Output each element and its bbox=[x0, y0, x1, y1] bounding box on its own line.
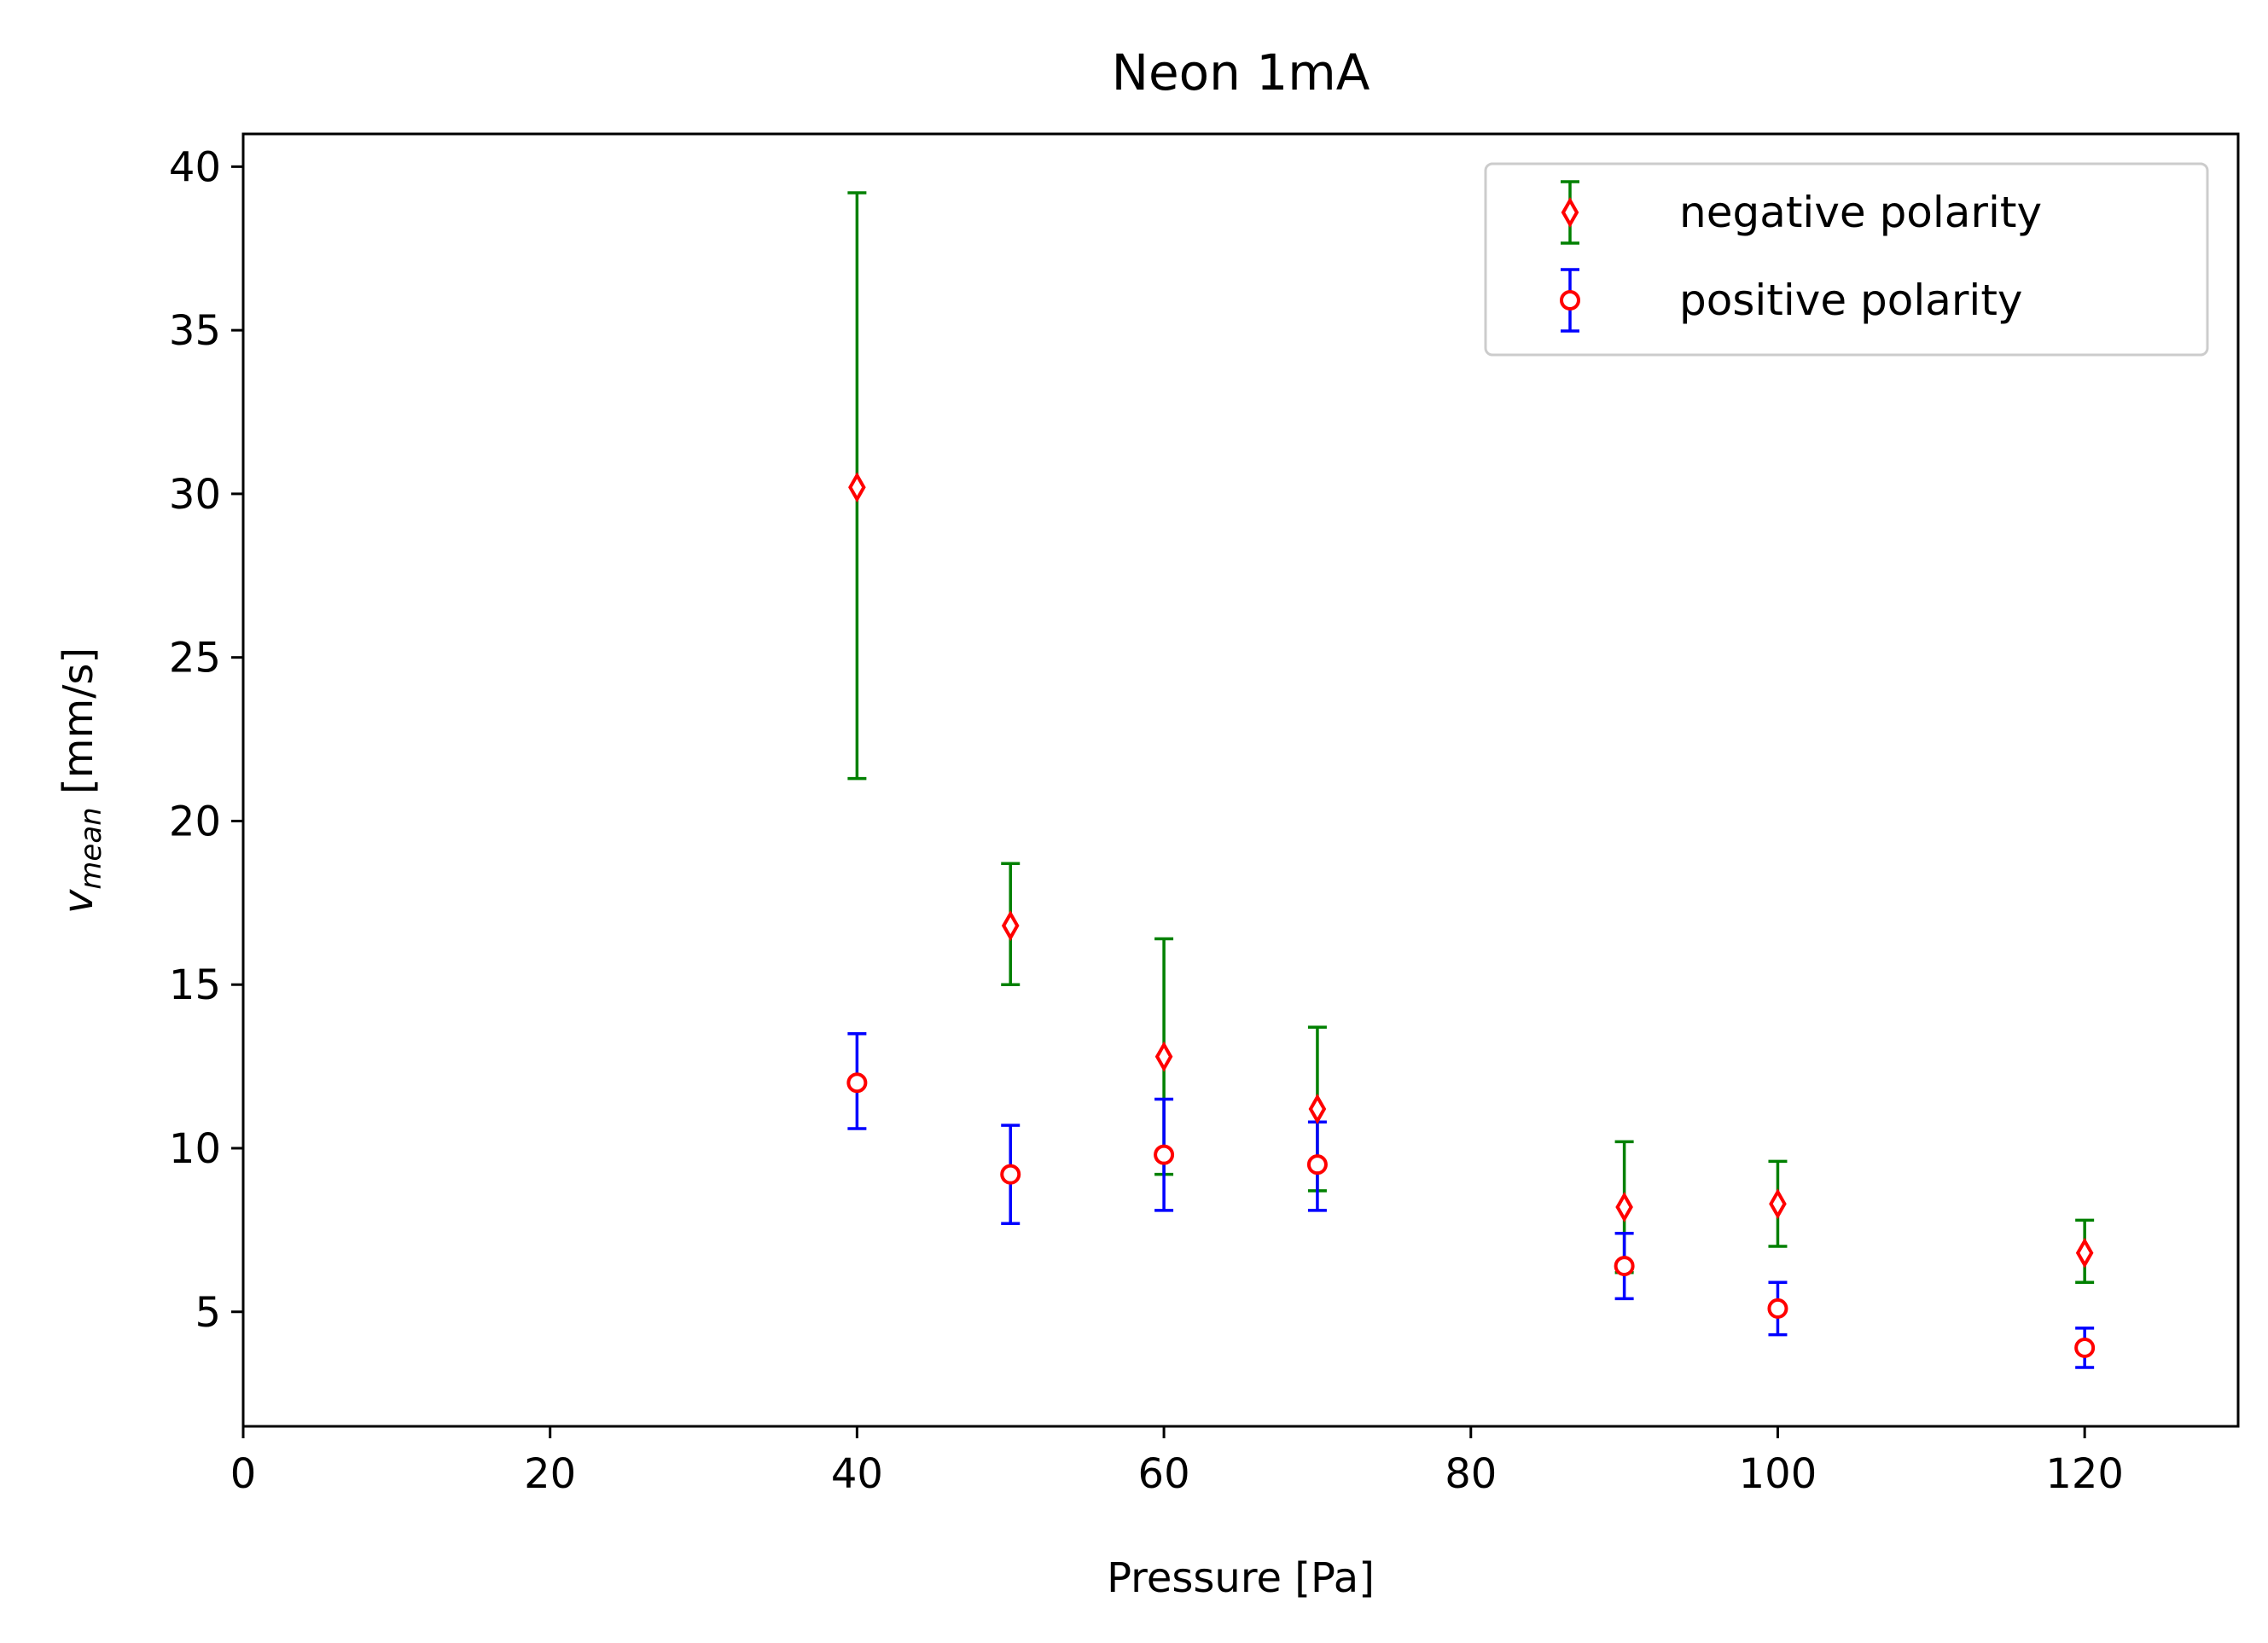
x-tick-label: 60 bbox=[1138, 1450, 1190, 1498]
x-tick-label: 80 bbox=[1445, 1450, 1497, 1498]
legend-box bbox=[1484, 162, 2209, 357]
legend: negative polarity positive polarity bbox=[1484, 162, 2209, 357]
data-point-diamond bbox=[1001, 910, 1020, 942]
data-point-circle bbox=[1154, 1144, 1175, 1165]
legend-items: negative polarity positive polarity bbox=[1560, 180, 2042, 333]
x-tick-label: 40 bbox=[831, 1450, 883, 1498]
y-tick-label: 25 bbox=[169, 635, 221, 682]
y-axis-label-sub: mean bbox=[74, 807, 108, 889]
y-tick-label: 40 bbox=[169, 143, 221, 191]
y-tick-label: 35 bbox=[169, 307, 221, 355]
data-point-circle bbox=[1767, 1298, 1788, 1319]
data-point-diamond bbox=[848, 472, 866, 503]
data-point-circle bbox=[1560, 290, 1580, 311]
y-axis-label: vmean [mm/s] bbox=[55, 647, 108, 914]
data-point-circle bbox=[1000, 1164, 1021, 1185]
y-axis-label-unit: [mm/s] bbox=[55, 647, 102, 807]
data-point-diamond bbox=[2075, 1237, 2094, 1269]
data-point-diamond bbox=[1561, 196, 1579, 229]
data-point-circle bbox=[1614, 1256, 1635, 1277]
x-tick-label: 20 bbox=[524, 1450, 576, 1498]
legend-label: positive polarity bbox=[1679, 276, 2023, 325]
x-axis-label: Pressure [Pa] bbox=[1107, 1554, 1375, 1602]
y-axis-label-var: v bbox=[55, 889, 102, 914]
chart-title: Neon 1mA bbox=[1112, 44, 1370, 102]
data-point-diamond bbox=[1308, 1093, 1327, 1124]
y-tick-label: 10 bbox=[169, 1125, 221, 1173]
y-tick-label: 5 bbox=[195, 1289, 221, 1337]
legend-label: negative polarity bbox=[1679, 188, 2042, 237]
data-point-circle bbox=[2074, 1337, 2096, 1358]
data-point-circle bbox=[1306, 1154, 1328, 1176]
data-point-circle bbox=[846, 1072, 868, 1094]
x-tick-label: 120 bbox=[2045, 1450, 2124, 1498]
y-tick-label: 20 bbox=[169, 798, 221, 845]
data-point-diamond bbox=[1769, 1188, 1787, 1220]
y-tick-label: 30 bbox=[169, 471, 221, 519]
data-markers bbox=[846, 472, 2096, 1358]
plot-frame bbox=[241, 132, 2240, 1428]
x-tick-label: 0 bbox=[230, 1450, 257, 1498]
x-tick-label: 100 bbox=[1739, 1450, 1817, 1498]
x-axis-ticks: 0 20 40 60 80 100 120 bbox=[230, 1426, 2124, 1498]
data-point-diamond bbox=[1615, 1191, 1633, 1223]
data-point-diamond bbox=[1154, 1041, 1173, 1072]
y-tick-label: 15 bbox=[169, 961, 221, 1009]
y-axis-ticks: 5 10 15 20 25 30 35 40 bbox=[169, 143, 243, 1337]
